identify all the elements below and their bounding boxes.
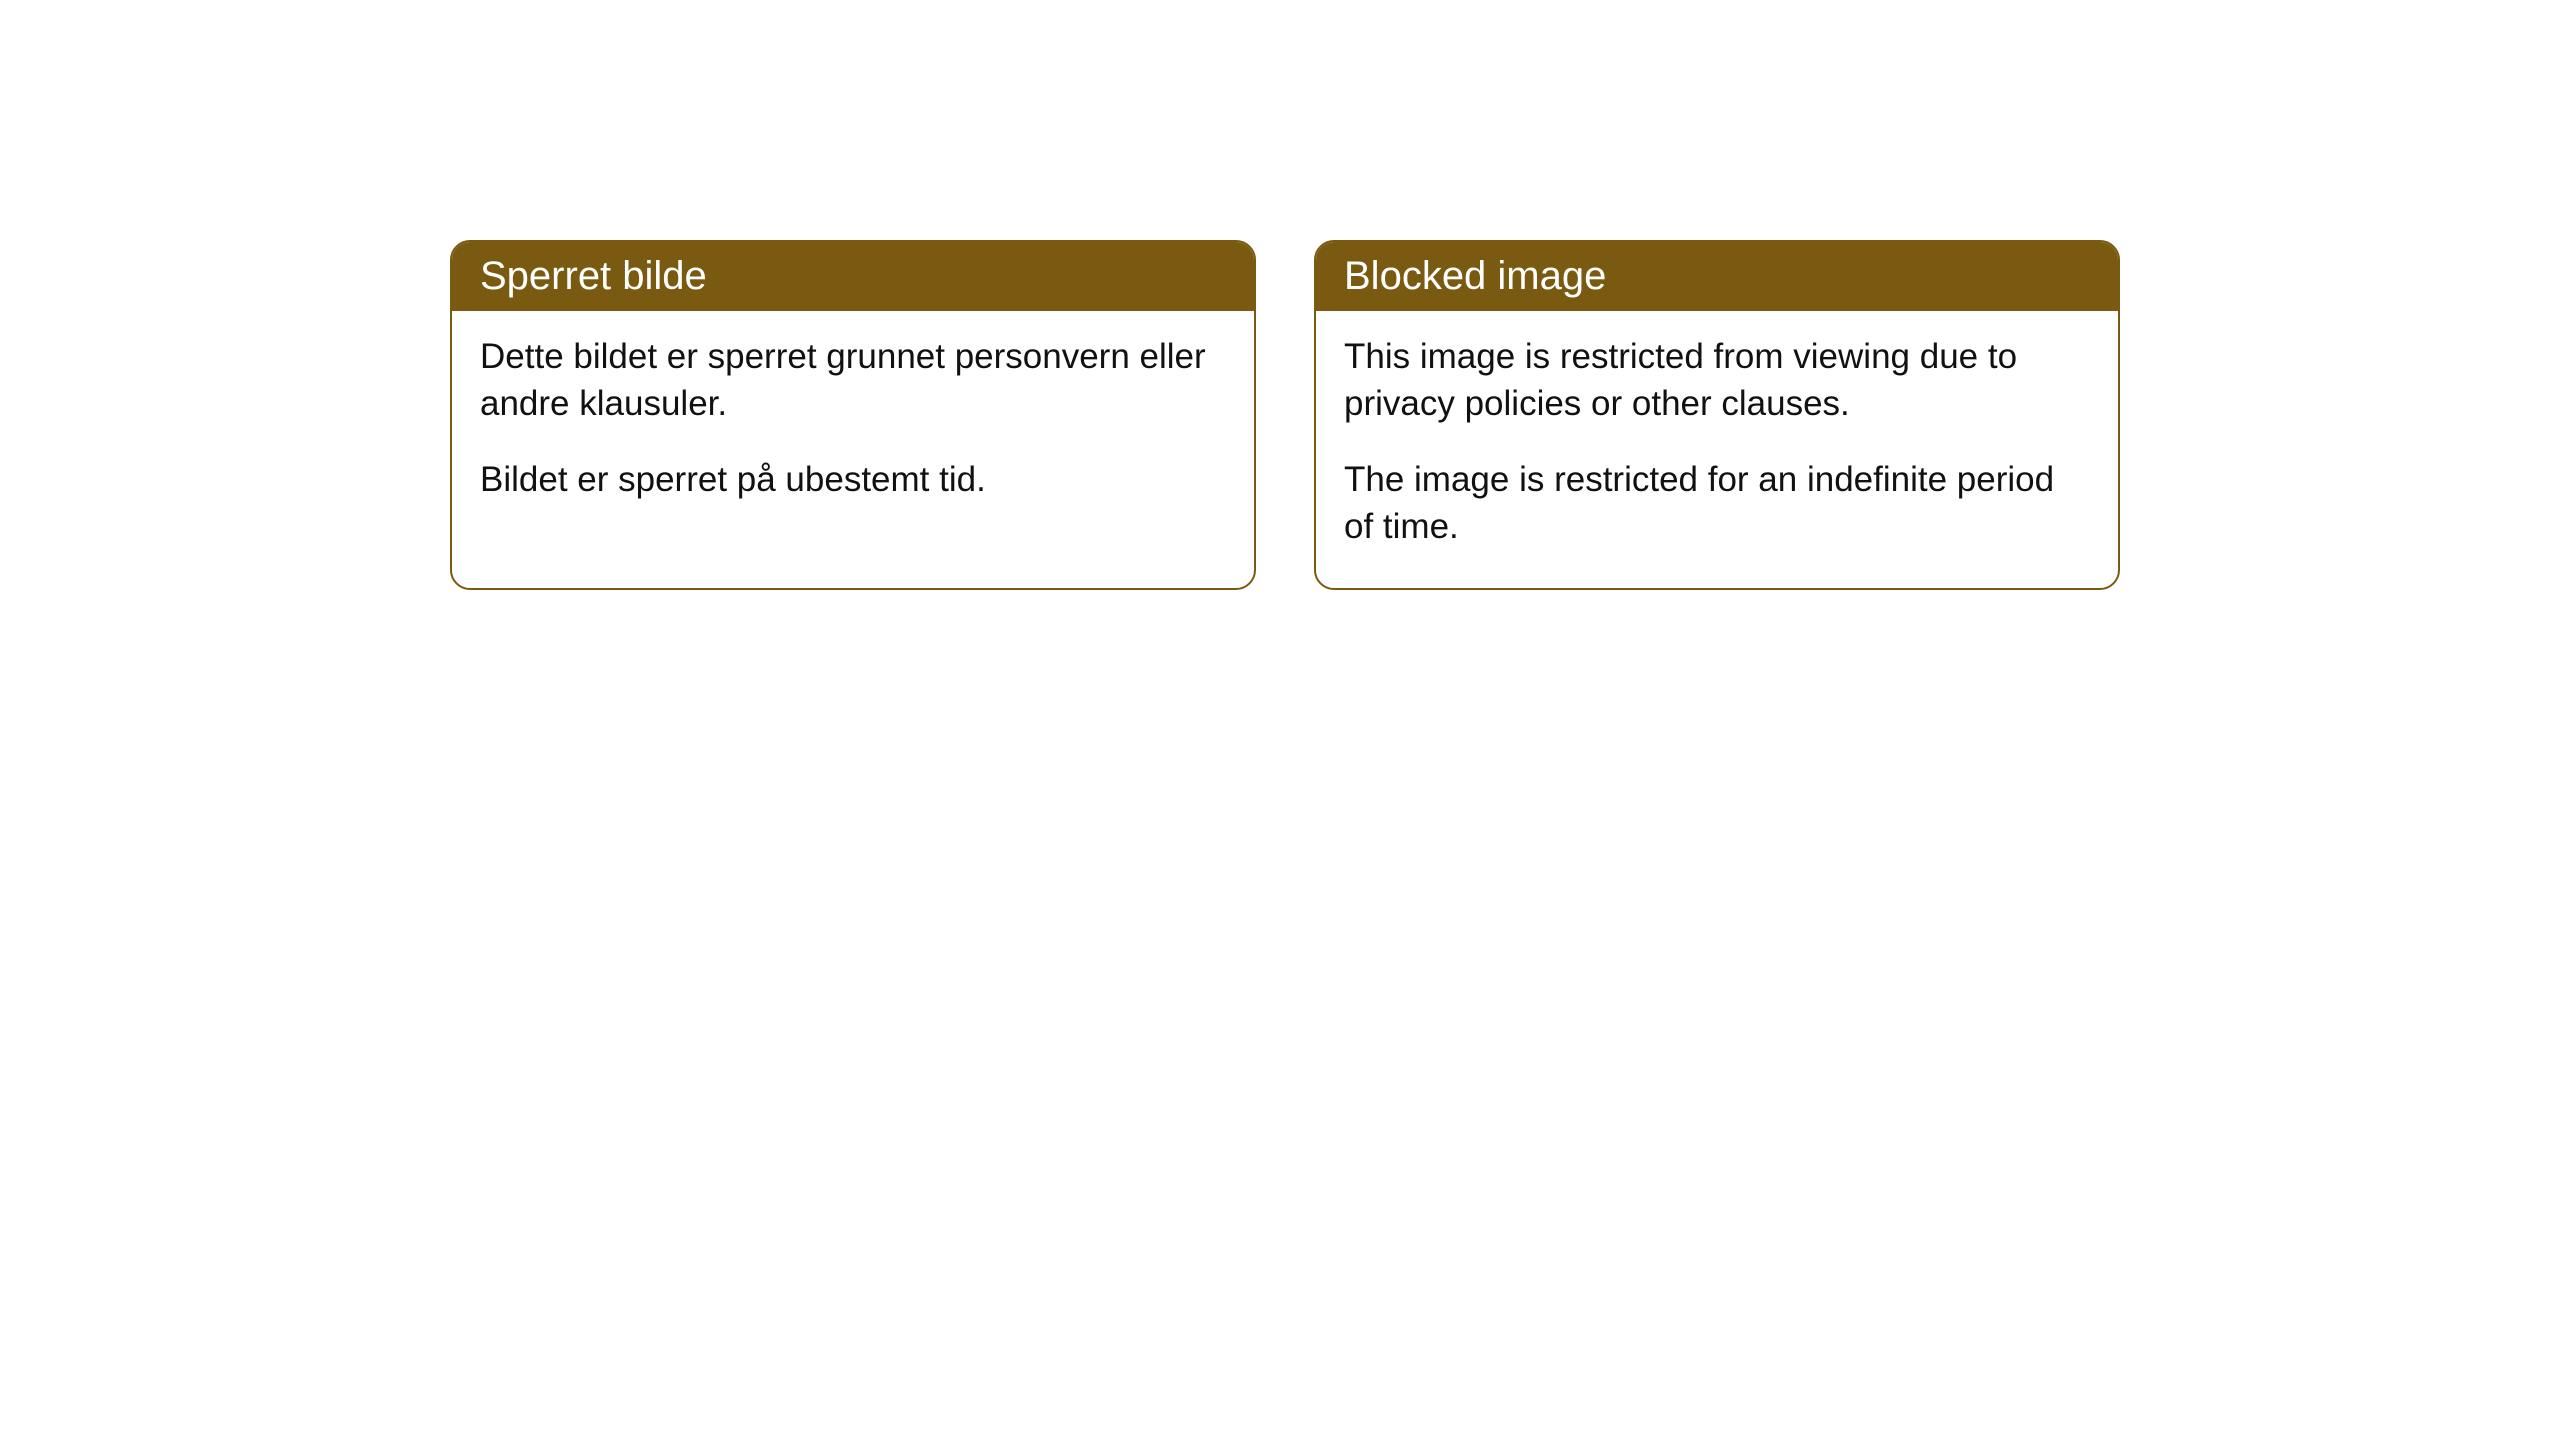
card-paragraph: This image is restricted from viewing du… xyxy=(1344,333,2090,428)
blocked-image-card-english: Blocked image This image is restricted f… xyxy=(1314,240,2120,590)
card-paragraph: The image is restricted for an indefinit… xyxy=(1344,456,2090,551)
card-body: This image is restricted from viewing du… xyxy=(1316,311,2118,588)
card-header: Sperret bilde xyxy=(452,242,1254,311)
card-body: Dette bildet er sperret grunnet personve… xyxy=(452,311,1254,541)
blocked-image-card-norwegian: Sperret bilde Dette bildet er sperret gr… xyxy=(450,240,1256,590)
card-paragraph: Bildet er sperret på ubestemt tid. xyxy=(480,456,1226,503)
card-container: Sperret bilde Dette bildet er sperret gr… xyxy=(450,240,2120,590)
card-paragraph: Dette bildet er sperret grunnet personve… xyxy=(480,333,1226,428)
card-header: Blocked image xyxy=(1316,242,2118,311)
